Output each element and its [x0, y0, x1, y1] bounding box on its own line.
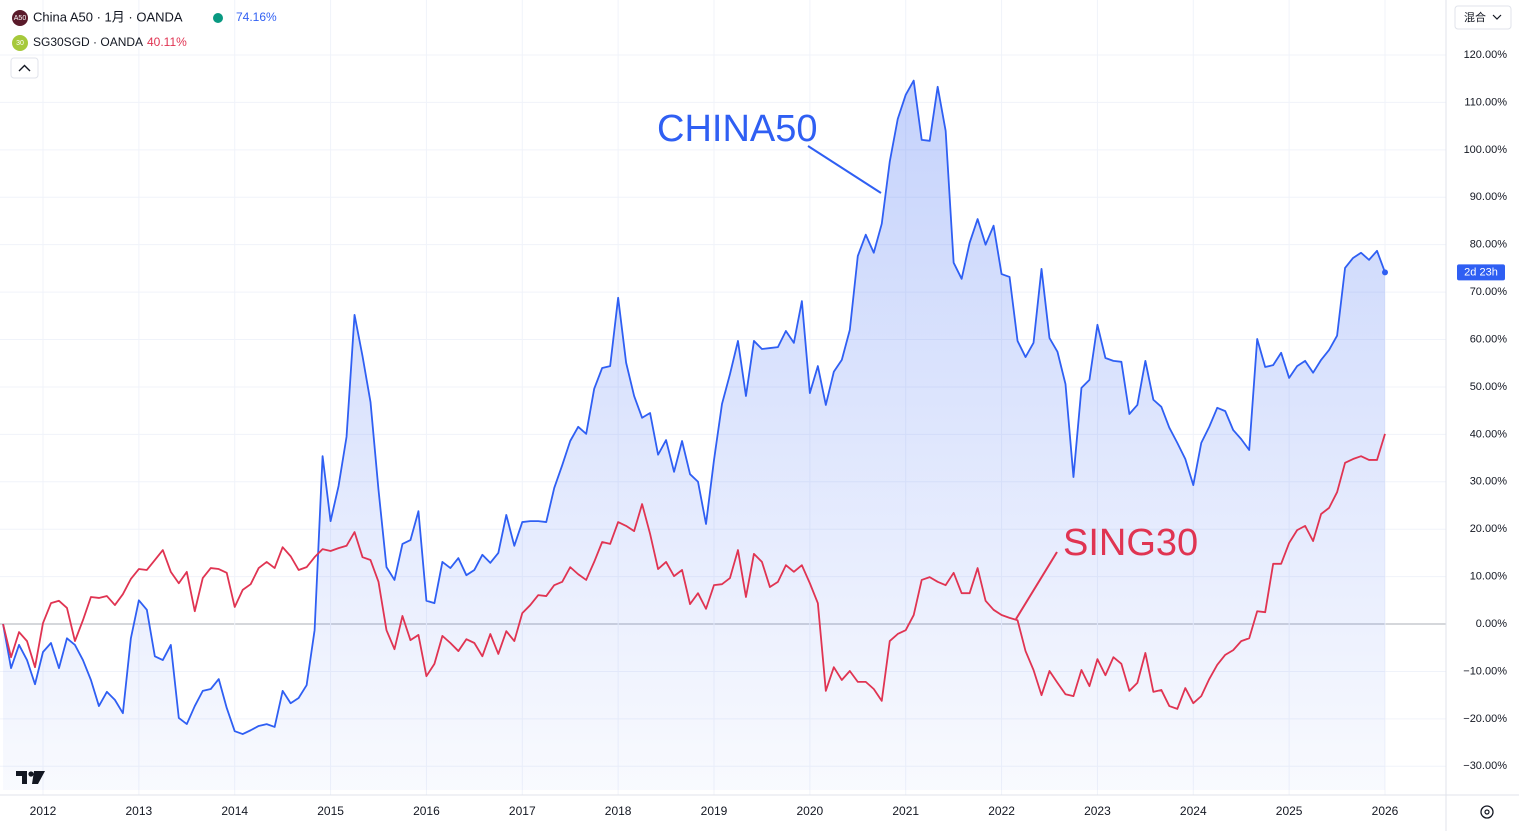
countdown-badge — [1457, 264, 1505, 281]
legend-name[interactable]: China A50 · 1月 · OANDA — [33, 9, 183, 24]
x-tick-label: 2013 — [126, 804, 153, 818]
x-tick-label: 2022 — [988, 804, 1015, 818]
legend-icon-text: 30 — [16, 40, 24, 47]
y-tick-label: −20.00% — [1463, 713, 1507, 725]
annotation-line — [1015, 551, 1058, 620]
tv-logo — [16, 771, 45, 784]
y-tick-label: 30.00% — [1470, 476, 1508, 488]
gear-center — [1484, 809, 1490, 815]
y-tick-label: 80.00% — [1470, 239, 1508, 251]
y-tick-label: 120.00% — [1464, 49, 1508, 61]
series-line — [2, 433, 1386, 710]
legend-name[interactable]: SG30SGD · OANDA — [33, 35, 143, 49]
scale-mode-button[interactable] — [1454, 5, 1512, 30]
x-tick-label: 2017 — [509, 804, 536, 818]
y-tick-label: 40.00% — [1470, 428, 1508, 440]
annotation: SING30 — [1063, 522, 1198, 564]
x-tick-label: 2025 — [1276, 804, 1303, 818]
grid — [0, 0, 1446, 795]
legend-value: 74.16% — [236, 10, 277, 24]
x-tick-label: 2023 — [1084, 804, 1111, 818]
x-tick-label: 2014 — [221, 804, 248, 818]
y-tick-label: 70.00% — [1470, 286, 1508, 298]
x-tick-label: 2026 — [1372, 804, 1399, 818]
last-point — [1382, 269, 1388, 276]
legend-icon — [12, 35, 28, 51]
y-tick-label: 20.00% — [1470, 523, 1508, 535]
area-fill — [3, 80, 1385, 791]
logo-part — [32, 771, 45, 784]
countdown: 2d 23h — [1464, 266, 1498, 278]
logo-part — [28, 771, 34, 777]
y-tick-label: 50.00% — [1470, 381, 1508, 393]
x-tick-label: 2015 — [317, 804, 344, 818]
y-tick-label: −30.00% — [1463, 760, 1507, 772]
x-tick-label: 2012 — [30, 804, 57, 818]
y-tick-label: −10.00% — [1463, 665, 1507, 677]
logo-part — [16, 771, 27, 784]
x-tick-label: 2020 — [797, 804, 824, 818]
x-tick-label: 2019 — [701, 804, 728, 818]
x-tick-label: 2024 — [1180, 804, 1207, 818]
collapse-icon — [18, 64, 31, 72]
legend-icon-text: A50 — [14, 15, 27, 22]
dropdown-icon — [1492, 14, 1502, 20]
y-tick-label: 90.00% — [1470, 191, 1508, 203]
y-tick-label: 10.00% — [1470, 571, 1508, 583]
legend-icon — [12, 10, 28, 26]
gear[interactable] — [1480, 805, 1494, 819]
y-tick-label: 100.00% — [1464, 144, 1508, 156]
scale-mode[interactable]: 混合 — [1464, 10, 1486, 24]
settings-icon[interactable] — [1480, 805, 1494, 819]
y-tick-label: 110.00% — [1464, 96, 1507, 108]
x-tick-label: 2021 — [892, 804, 919, 818]
status-dot — [213, 13, 223, 23]
plot — [2, 79, 1388, 791]
annotation: CHINA50 — [657, 108, 818, 150]
x-tick-label: 2018 — [605, 804, 632, 818]
x-tick-label: 2016 — [413, 804, 440, 818]
y-tick-label: 60.00% — [1470, 333, 1508, 345]
series-line — [2, 79, 1386, 735]
collapse-button[interactable] — [10, 57, 39, 79]
annotation-line — [807, 145, 882, 194]
legend: A50 China A50 · 1月 · OANDA 74.16% 30 SG3… — [10, 9, 277, 79]
legend-value: 40.11% — [147, 35, 187, 49]
y-tick-label: 0.00% — [1476, 618, 1507, 630]
